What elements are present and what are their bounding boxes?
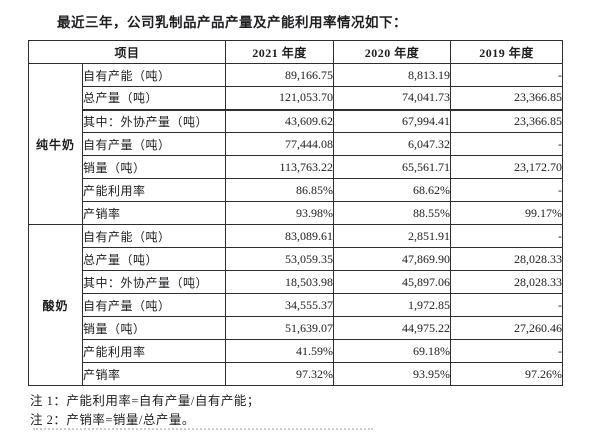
- table-row: 纯牛奶 自有产能（吨） 89,166.75 8,813.19-: [28, 63, 564, 225]
- row-value-cell: 1,972.85: [333, 293, 452, 317]
- row-item-label: 其中：外协产量（吨）: [81, 270, 227, 294]
- row-item-label: 总产量（吨）: [81, 86, 227, 111]
- row-item-label: 销量（吨）: [81, 155, 227, 179]
- group-label: 纯牛奶: [28, 63, 83, 225]
- row-value-cell: 77,444.08: [225, 132, 335, 156]
- row-value-cell: 113,763.22: [225, 155, 335, 179]
- footnotes: 注 1：产能利用率=自有产量/自有产能； 注 2：产销率=销量/总产量。: [30, 392, 260, 429]
- row-value-cell: 89,166.75: [225, 63, 335, 87]
- row-item-label: 其中：外协产量（吨）: [81, 109, 227, 133]
- group-yogurt: 酸奶 自有产能（吨） 83,089.61 2,851.91- 总产量（吨） 53,059.…: [28, 224, 564, 386]
- production-capacity-table: 项目 2021 年度 2020 年度 2019 年度 纯牛奶 自有产能（吨） 89,…: [27, 40, 564, 386]
- row-value-cell: 23,172.70: [450, 155, 564, 179]
- table-row: 自有产量（吨） 34,555.37 1,972.85-: [29, 293, 564, 317]
- header-year-2020: 2020 年度: [333, 40, 452, 64]
- table-row: 产销率 93.98% 88.55% 99.17%: [29, 201, 564, 225]
- table-row: 酸奶 自有产能（吨） 83,089.61 2,851.91-: [28, 224, 564, 386]
- page-bottom-scan-artifact: [33, 428, 373, 430]
- header-year-2021: 2021 年度: [225, 40, 335, 64]
- row-value-cell: 97.32%: [225, 362, 335, 386]
- table-row: 销量（吨） 113,763.22 65,561.71 23,172.70: [29, 155, 564, 179]
- footnote-1: 注 1：产能利用率=自有产量/自有产能；: [30, 394, 260, 408]
- table-row: 自有产量（吨） 77,444.08 6,047.32-: [29, 132, 564, 156]
- row-item-label: 销量（吨）: [81, 316, 227, 340]
- row-value-cell: 47,869.90: [333, 247, 452, 271]
- row-value-cell: -: [450, 224, 564, 248]
- row-value-cell: 68.62%: [333, 178, 452, 202]
- group-pure-milk: 纯牛奶 自有产能（吨） 89,166.75 8,813.19- 总产量（吨） 121,05…: [28, 63, 564, 225]
- row-value-cell: 99.17%: [450, 201, 564, 225]
- row-value-cell: 74,041.73: [333, 86, 452, 111]
- row-item-label: 自有产能（吨）: [81, 224, 227, 248]
- row-value-cell: 45,897.06: [333, 270, 452, 294]
- header-row: 项目 2021 年度 2020 年度 2019 年度: [27, 40, 564, 64]
- row-item-label: 产销率: [81, 362, 227, 386]
- page-title: 最近三年，公司乳制品产品产量及产能利用率情况如下：: [57, 15, 407, 30]
- table-row: 销量（吨） 51,639.07 44,975.22 27,260.46: [29, 316, 564, 340]
- row-value-cell: 28,028.33: [450, 247, 564, 271]
- row-value-cell: 2,851.91: [333, 224, 452, 248]
- row-item-label: 总产量（吨）: [81, 247, 227, 271]
- row-value-cell: 51,639.07: [225, 316, 335, 340]
- row-value-cell: 44,975.22: [333, 316, 452, 340]
- row-item-label: 产能利用率: [81, 339, 227, 363]
- row-value-cell: 83,089.61: [225, 224, 335, 248]
- row-value-cell: 18,503.98: [225, 270, 335, 294]
- row-value-cell: 86.85%: [225, 178, 335, 202]
- table-row: 产能利用率 41.59% 69.18% -: [29, 339, 564, 363]
- header-item-column: 项目: [27, 40, 227, 64]
- row-value-cell: -: [450, 339, 564, 363]
- row-value-cell: 88.55%: [333, 201, 452, 225]
- row-value-cell: 53,059.35: [225, 247, 335, 271]
- row-value-cell: 28,028.33: [450, 270, 564, 294]
- row-value-cell: 8,813.19: [333, 63, 452, 87]
- row-value-cell: -: [450, 63, 564, 87]
- row-value-cell: -: [450, 132, 564, 156]
- row-value-cell: 93.98%: [225, 201, 335, 225]
- row-value-cell: 23,366.85: [450, 86, 564, 111]
- table-row: 其中：外协产量（吨） 43,609.62 67,994.41 23,366.85: [29, 109, 564, 133]
- row-value-cell: 65,561.71: [333, 155, 452, 179]
- row-value-cell: 69.18%: [333, 339, 452, 363]
- row-value-cell: 41.59%: [225, 339, 335, 363]
- table-row: 产能利用率 86.85% 68.62% -: [29, 178, 564, 202]
- table-row: 其中：外协产量（吨） 18,503.98 45,897.06 28,028.33: [29, 270, 564, 294]
- row-value-cell: 97.26%: [450, 362, 564, 386]
- row-item-label: 自有产量（吨）: [81, 132, 227, 156]
- row-value-cell: 67,994.41: [333, 109, 452, 133]
- table-row: 产销率 97.32% 93.95% 97.26%: [29, 362, 564, 386]
- row-value-cell: -: [450, 178, 564, 202]
- row-item-label: 产能利用率: [81, 178, 227, 202]
- row-value-cell: 43,609.62: [225, 109, 335, 133]
- row-value-cell: 121,053.70: [225, 86, 335, 111]
- header-year-2019: 2019 年度: [450, 40, 564, 64]
- row-value-cell: 23,366.85: [450, 109, 564, 133]
- row-value-cell: 27,260.46: [450, 316, 564, 340]
- row-item-label: 自有产能（吨）: [81, 63, 227, 87]
- table-row: 总产量（吨） 121,053.70 74,041.73 23,366.85: [29, 86, 564, 111]
- row-value-cell: 34,555.37: [225, 293, 335, 317]
- row-value-cell: 6,047.32: [333, 132, 452, 156]
- row-item-label: 产销率: [81, 201, 227, 225]
- table-row: 总产量（吨） 53,059.35 47,869.90 28,028.33: [29, 247, 564, 271]
- group-label: 酸奶: [28, 224, 83, 386]
- row-item-label: 自有产量（吨）: [81, 293, 227, 317]
- row-value-cell: -: [450, 293, 564, 317]
- row-value-cell: 93.95%: [333, 362, 452, 386]
- footnote-2: 注 2：产销率=销量/总产量。: [30, 412, 195, 427]
